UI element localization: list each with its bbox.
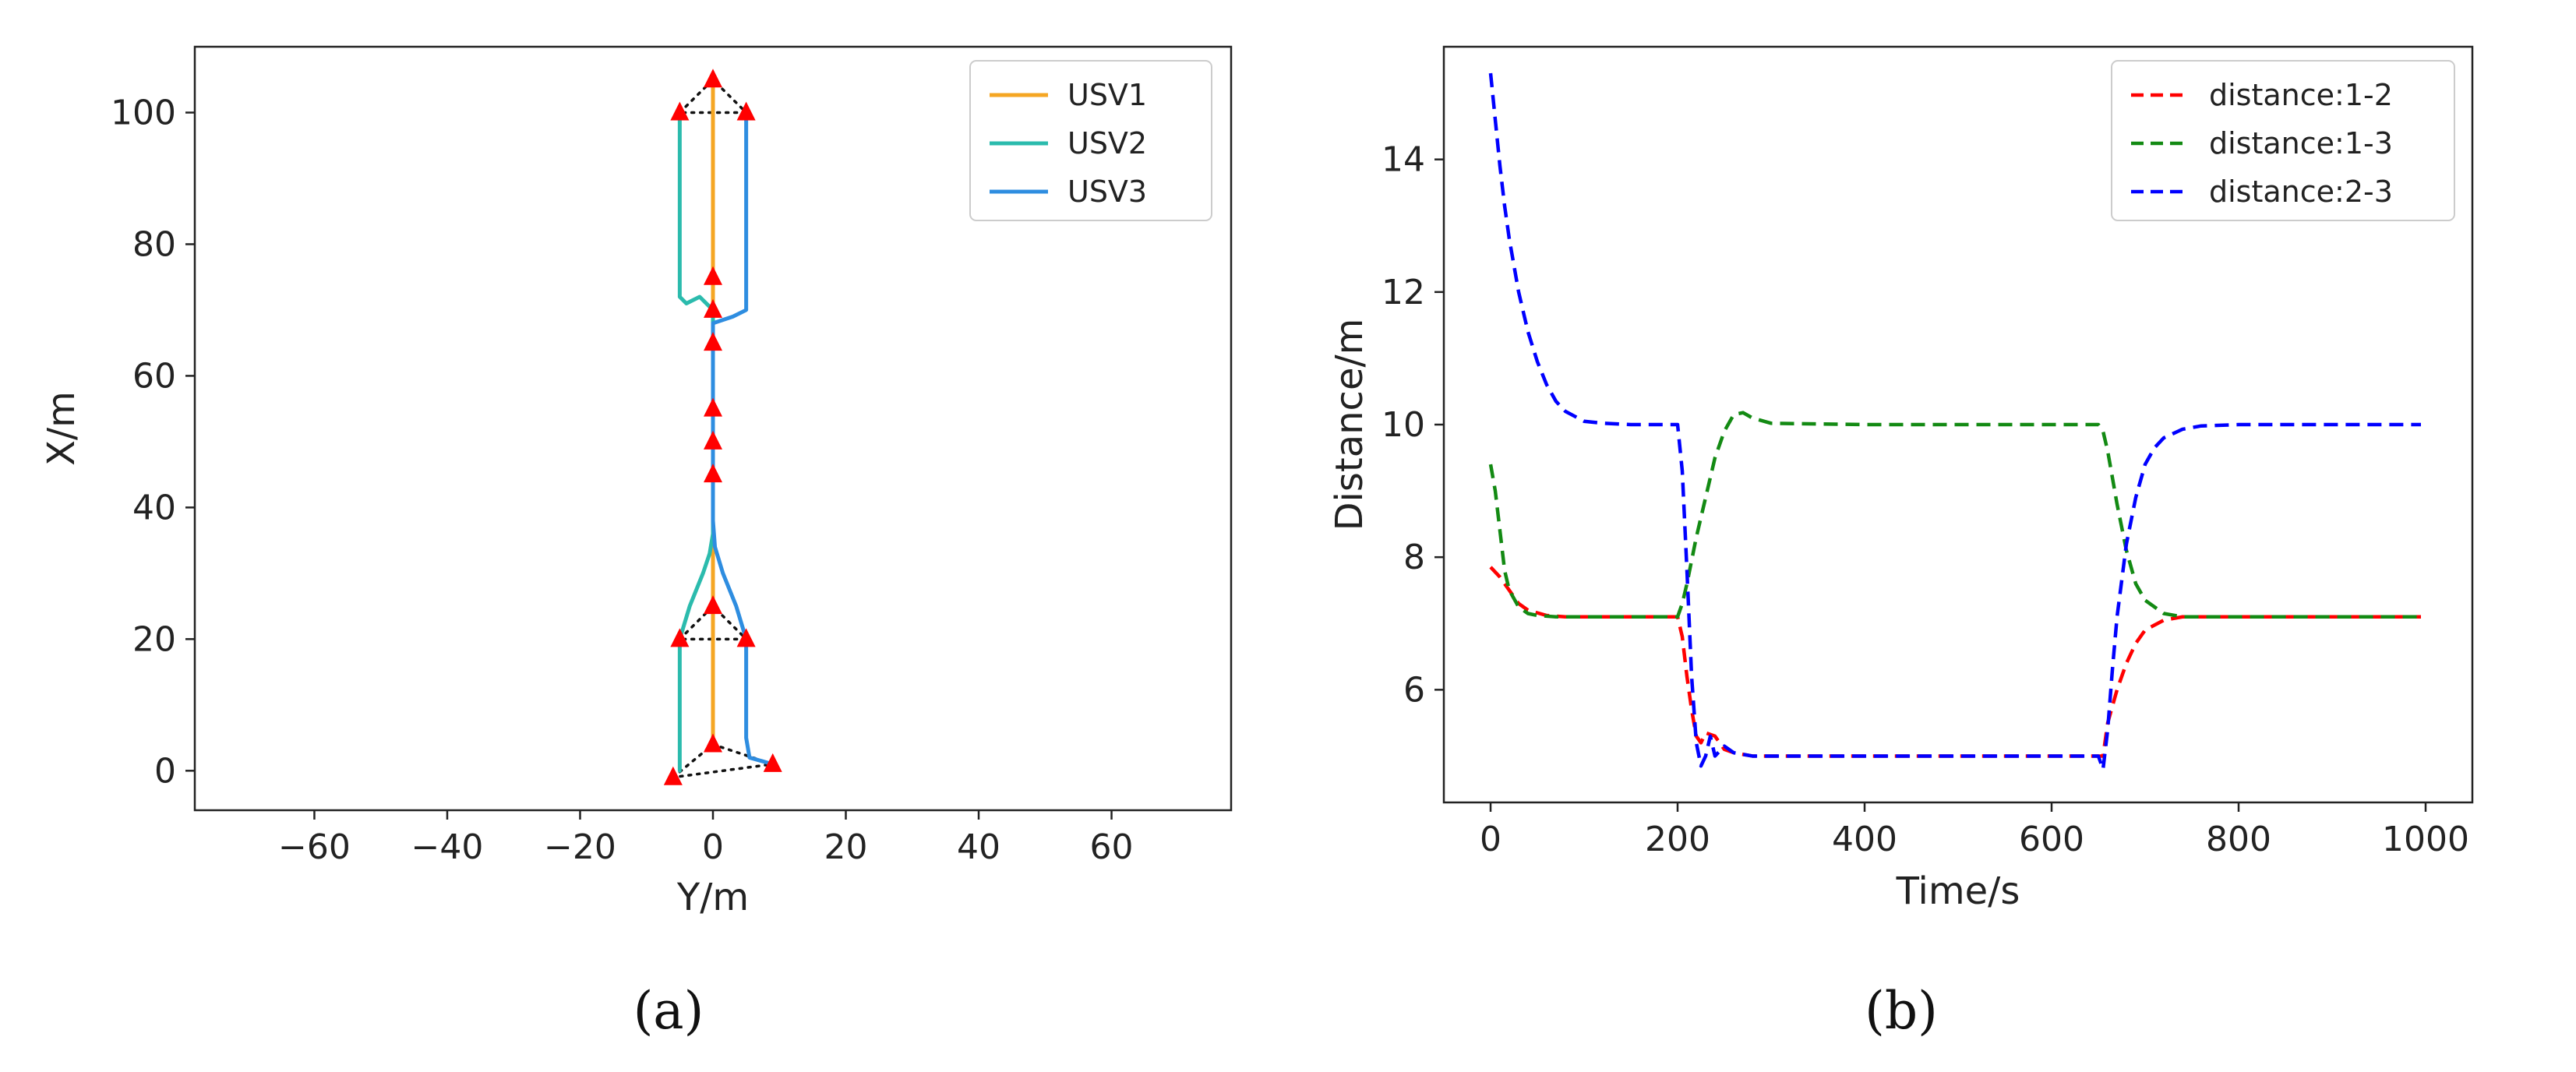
panel-a-x-tick-label: 20 [824,827,868,867]
formation-link [678,77,750,115]
panel-b-x-tick-label: 800 [2206,820,2271,859]
panel-b-distance-chart: 0 200 400 600 800 1000 6 8 10 12 14 Time/s Distanc… [1328,45,2474,913]
formation-marker [763,753,782,772]
formation-marker [704,298,722,318]
panel-b-y-tick-label: 14 [1382,140,1425,180]
panel-b-x-axis-label: Time/s [1896,869,2020,913]
panel-a-y-axis-label: X/m [40,391,83,466]
formation-marker [704,266,722,285]
panel-a-x-tick-label: 0 [702,827,724,867]
panel-a-x-tick-label: 40 [957,827,1000,867]
panel-a-ticks: −60 −40 −20 0 20 40 60 0 20 40 60 80 100 [111,93,1134,867]
legend-label-usv1: USV1 [1067,78,1147,112]
caption-a: (a) [633,981,704,1041]
series-distance-1-3 [1488,411,2421,619]
panel-a-x-axis-label: Y/m [676,876,749,919]
caption-b: (b) [1865,981,1938,1041]
legend-label-distance-2-3: distance:2-3 [2209,175,2393,209]
panel-a-y-tick-label: 60 [132,356,176,396]
panel-a-y-tick-label: 80 [132,224,176,264]
formation-marker [736,628,756,647]
panel-a-y-tick-label: 100 [111,93,176,132]
panel-a-trajectory-chart: −60 −40 −20 0 20 40 60 0 20 40 60 80 100 Y/m X/m USV… [40,45,1233,919]
panel-a-formation-markers [663,69,782,785]
panel-b-x-tick-label: 200 [1645,820,1710,859]
series-distance-2-3 [1488,72,2421,771]
panel-a-x-tick-label: −40 [411,827,484,867]
legend-label-distance-1-2: distance:1-2 [2209,78,2393,112]
panel-a-x-tick-label: −20 [544,827,616,867]
panel-a-x-tick-label: 60 [1090,827,1134,867]
panel-b-x-tick-label: 600 [2019,820,2084,859]
formation-link [672,742,774,779]
panel-a-legend: USV1 USV2 USV3 [969,60,1212,221]
panel-b-y-axis-label: Distance/m [1328,319,1371,531]
trajectory-usv3 [711,112,774,767]
panel-a-y-tick-label: 20 [132,619,176,659]
panel-b-y-tick-label: 10 [1382,405,1425,445]
panel-b-y-tick-label: 12 [1382,273,1425,312]
panel-b-x-tick-label: 400 [1832,820,1897,859]
formation-marker [704,397,722,417]
panel-b-series [1488,72,2421,771]
formation-marker [736,101,756,121]
series-distance-1-2 [1489,566,2421,758]
formation-marker [704,464,722,483]
panel-b-x-tick-label: 1000 [2382,820,2469,859]
legend-label-distance-1-3: distance:1-3 [2209,126,2393,160]
formation-link [678,604,750,641]
panel-a-x-tick-label: −60 [278,827,351,867]
formation-marker [663,766,683,785]
formation-marker [704,430,722,450]
legend-label-usv2: USV2 [1067,126,1147,160]
panel-a-legend-box [969,60,1212,221]
formation-marker [670,101,690,121]
legend-label-usv3: USV3 [1067,175,1147,209]
panel-a-y-tick-label: 0 [154,751,176,791]
formation-marker [704,332,722,351]
panel-b-legend: distance:1-2 distance:1-3 distance:2-3 [2111,60,2455,221]
formation-marker [670,628,690,647]
panel-a-y-tick-label: 40 [132,488,176,527]
formation-marker [704,69,722,88]
panel-b-y-tick-label: 8 [1403,538,1425,577]
formation-marker [704,733,722,753]
formation-marker [704,595,722,615]
panel-b-ticks: 0 200 400 600 800 1000 6 8 10 12 14 [1382,140,2469,859]
panel-b-legend-box [2111,60,2455,221]
panel-b-y-tick-label: 6 [1403,670,1425,710]
panel-b-x-tick-label: 0 [1480,820,1501,859]
